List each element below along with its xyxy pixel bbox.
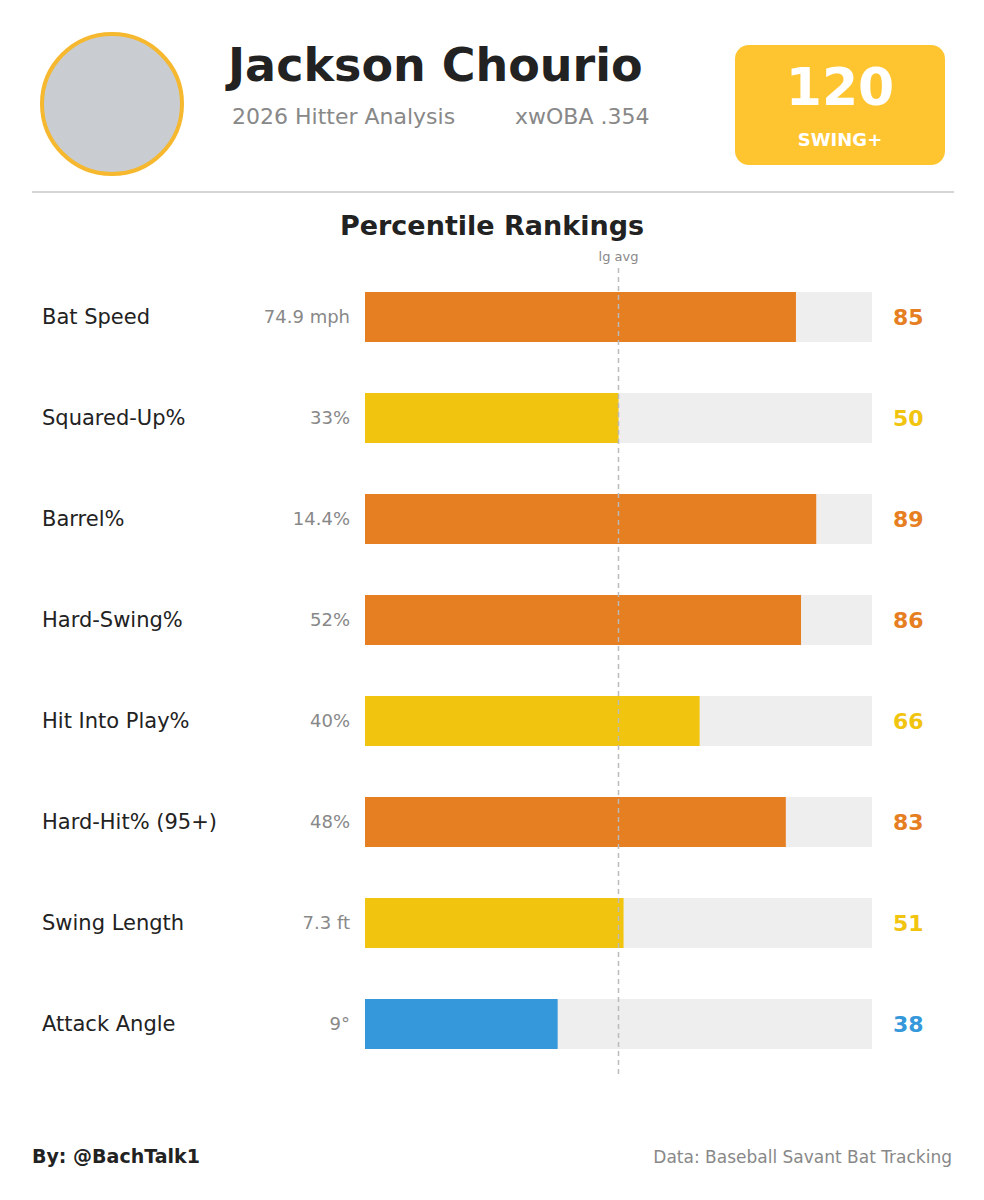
html-text:2026 Hitter Analysis: 2026 Hitter Analysis bbox=[232, 104, 456, 129]
svg-text:85: 85 bbox=[893, 305, 924, 330]
svg-text:9°: 9° bbox=[330, 1013, 350, 1034]
svg-text:Bat Speed: Bat Speed bbox=[42, 305, 150, 329]
svg-text:38: 38 bbox=[893, 1012, 924, 1037]
svg-text:Attack Angle: Attack Angle bbox=[42, 1012, 175, 1036]
svg-text:83: 83 bbox=[893, 810, 924, 835]
svg-text:89: 89 bbox=[893, 507, 924, 532]
svg-text:Hard-Hit% (95+): Hard-Hit% (95+) bbox=[42, 810, 217, 834]
html-text:xwOBA .354: xwOBA .354 bbox=[515, 104, 650, 129]
svg-text:52%: 52% bbox=[310, 609, 350, 630]
svg-text:51: 51 bbox=[893, 911, 924, 936]
svg-text:40%: 40% bbox=[310, 710, 350, 731]
html-text:SWING+: SWING+ bbox=[797, 129, 883, 150]
svg-text:33%: 33% bbox=[310, 407, 350, 428]
svg-text:74.9 mph: 74.9 mph bbox=[264, 306, 350, 327]
svg-text:Squared-Up%: Squared-Up% bbox=[42, 406, 186, 430]
svg-text:7.3 ft: 7.3 ft bbox=[303, 912, 350, 933]
svg-text:Barrel%: Barrel% bbox=[42, 507, 124, 531]
svg-text:66: 66 bbox=[893, 709, 924, 734]
svg-text:Hard-Swing%: Hard-Swing% bbox=[42, 608, 183, 632]
html-text:Data: Baseball Savant Bat Trac: Data: Baseball Savant Bat Tracking bbox=[653, 1147, 952, 1167]
svg-text:lg avg: lg avg bbox=[599, 249, 639, 264]
svg-text:50: 50 bbox=[893, 406, 924, 431]
html-text:Percentile Rankings: Percentile Rankings bbox=[339, 210, 645, 241]
html-text:By: @BachTalk1: By: @BachTalk1 bbox=[32, 1145, 200, 1167]
svg-text:86: 86 bbox=[893, 608, 924, 633]
svg-text:14.4%: 14.4% bbox=[293, 508, 350, 529]
svg-text:48%: 48% bbox=[310, 811, 350, 832]
html-text:120: 120 bbox=[785, 57, 895, 117]
svg-text:Hit Into Play%: Hit Into Play% bbox=[42, 709, 190, 733]
html-text:Jackson Chourio: Jackson Chourio bbox=[228, 38, 643, 92]
svg-text:Swing Length: Swing Length bbox=[42, 911, 184, 935]
